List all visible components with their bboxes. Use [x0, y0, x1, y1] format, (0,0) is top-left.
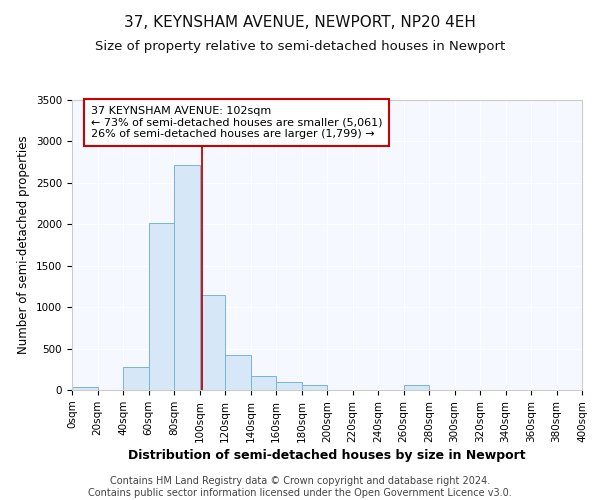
Bar — [72, 386, 97, 390]
X-axis label: Distribution of semi-detached houses by size in Newport: Distribution of semi-detached houses by … — [128, 448, 526, 462]
Bar — [276, 382, 302, 390]
Bar — [123, 367, 149, 390]
Bar — [302, 386, 327, 390]
Y-axis label: Number of semi-detached properties: Number of semi-detached properties — [17, 136, 31, 354]
Text: 37, KEYNSHAM AVENUE, NEWPORT, NP20 4EH: 37, KEYNSHAM AVENUE, NEWPORT, NP20 4EH — [124, 15, 476, 30]
Bar — [149, 224, 174, 390]
Text: 37 KEYNSHAM AVENUE: 102sqm
← 73% of semi-detached houses are smaller (5,061)
26%: 37 KEYNSHAM AVENUE: 102sqm ← 73% of semi… — [91, 106, 383, 139]
Bar — [251, 376, 276, 390]
Bar — [225, 355, 251, 390]
Bar — [174, 164, 199, 390]
Bar — [199, 294, 225, 390]
Bar — [404, 386, 429, 390]
Text: Size of property relative to semi-detached houses in Newport: Size of property relative to semi-detach… — [95, 40, 505, 53]
Text: Contains HM Land Registry data © Crown copyright and database right 2024.
Contai: Contains HM Land Registry data © Crown c… — [88, 476, 512, 498]
